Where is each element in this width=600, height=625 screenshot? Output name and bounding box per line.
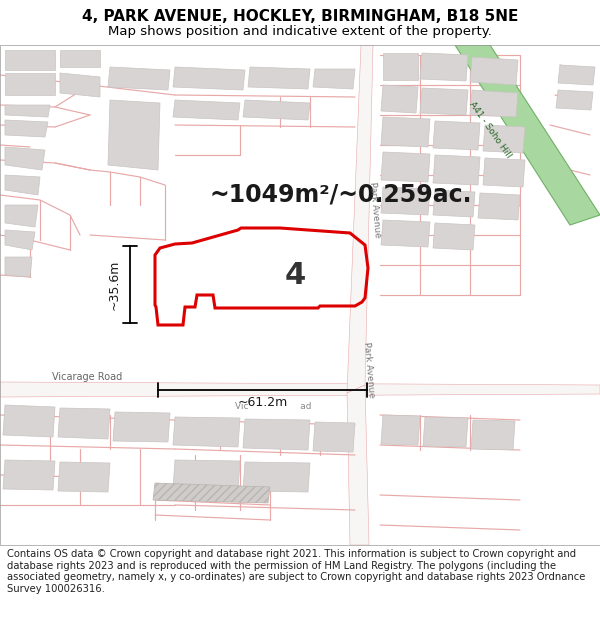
Polygon shape	[60, 50, 100, 67]
Polygon shape	[173, 67, 245, 90]
Polygon shape	[433, 223, 475, 250]
Text: A41 - Soho Hill: A41 - Soho Hill	[467, 100, 513, 160]
Polygon shape	[113, 412, 170, 442]
Polygon shape	[381, 187, 430, 215]
Text: Map shows position and indicative extent of the property.: Map shows position and indicative extent…	[108, 25, 492, 38]
Polygon shape	[5, 105, 50, 117]
Polygon shape	[483, 158, 525, 187]
Polygon shape	[558, 65, 595, 85]
Polygon shape	[5, 257, 32, 277]
Text: Vic                  ad: Vic ad	[235, 402, 311, 411]
Polygon shape	[470, 90, 518, 117]
Text: 4: 4	[284, 261, 305, 289]
Polygon shape	[423, 417, 468, 447]
Polygon shape	[381, 85, 418, 113]
Polygon shape	[5, 175, 40, 195]
Text: Vicarage Road: Vicarage Road	[52, 372, 122, 382]
Polygon shape	[248, 67, 310, 89]
Polygon shape	[243, 100, 310, 120]
Polygon shape	[433, 190, 475, 217]
Text: Park Avenue: Park Avenue	[362, 342, 376, 398]
Polygon shape	[433, 155, 480, 185]
Polygon shape	[470, 57, 518, 85]
Polygon shape	[455, 45, 600, 225]
Polygon shape	[381, 415, 420, 445]
Polygon shape	[108, 100, 160, 170]
Polygon shape	[58, 462, 110, 492]
Polygon shape	[153, 483, 270, 503]
Polygon shape	[0, 382, 600, 397]
Polygon shape	[108, 67, 170, 90]
Text: 4, PARK AVENUE, HOCKLEY, BIRMINGHAM, B18 5NE: 4, PARK AVENUE, HOCKLEY, BIRMINGHAM, B18…	[82, 9, 518, 24]
Polygon shape	[173, 417, 240, 447]
Polygon shape	[313, 69, 355, 89]
Polygon shape	[471, 420, 515, 450]
Polygon shape	[60, 73, 100, 97]
Polygon shape	[420, 53, 468, 81]
Polygon shape	[5, 120, 48, 137]
Polygon shape	[243, 419, 310, 450]
Polygon shape	[5, 73, 55, 95]
Polygon shape	[243, 462, 310, 492]
Polygon shape	[556, 90, 593, 110]
Polygon shape	[5, 50, 55, 70]
Polygon shape	[381, 152, 430, 182]
Polygon shape	[3, 405, 55, 437]
Polygon shape	[347, 385, 369, 545]
Polygon shape	[5, 147, 45, 170]
Polygon shape	[420, 88, 468, 115]
Polygon shape	[313, 422, 355, 452]
Text: Park Avenue: Park Avenue	[368, 182, 382, 238]
Polygon shape	[5, 230, 35, 250]
Polygon shape	[433, 121, 480, 150]
Polygon shape	[381, 220, 430, 247]
Polygon shape	[383, 53, 418, 80]
Polygon shape	[381, 117, 430, 147]
Text: ~61.2m: ~61.2m	[238, 396, 287, 409]
Polygon shape	[58, 408, 110, 439]
Polygon shape	[478, 193, 520, 220]
Polygon shape	[5, 205, 38, 227]
Text: Contains OS data © Crown copyright and database right 2021. This information is : Contains OS data © Crown copyright and d…	[7, 549, 586, 594]
Text: ~35.6m: ~35.6m	[107, 259, 121, 309]
Polygon shape	[3, 460, 55, 490]
Text: ~1049m²/~0.259ac.: ~1049m²/~0.259ac.	[210, 183, 473, 207]
Polygon shape	[173, 460, 240, 490]
Polygon shape	[483, 125, 525, 153]
Polygon shape	[347, 45, 373, 393]
Polygon shape	[173, 100, 240, 120]
